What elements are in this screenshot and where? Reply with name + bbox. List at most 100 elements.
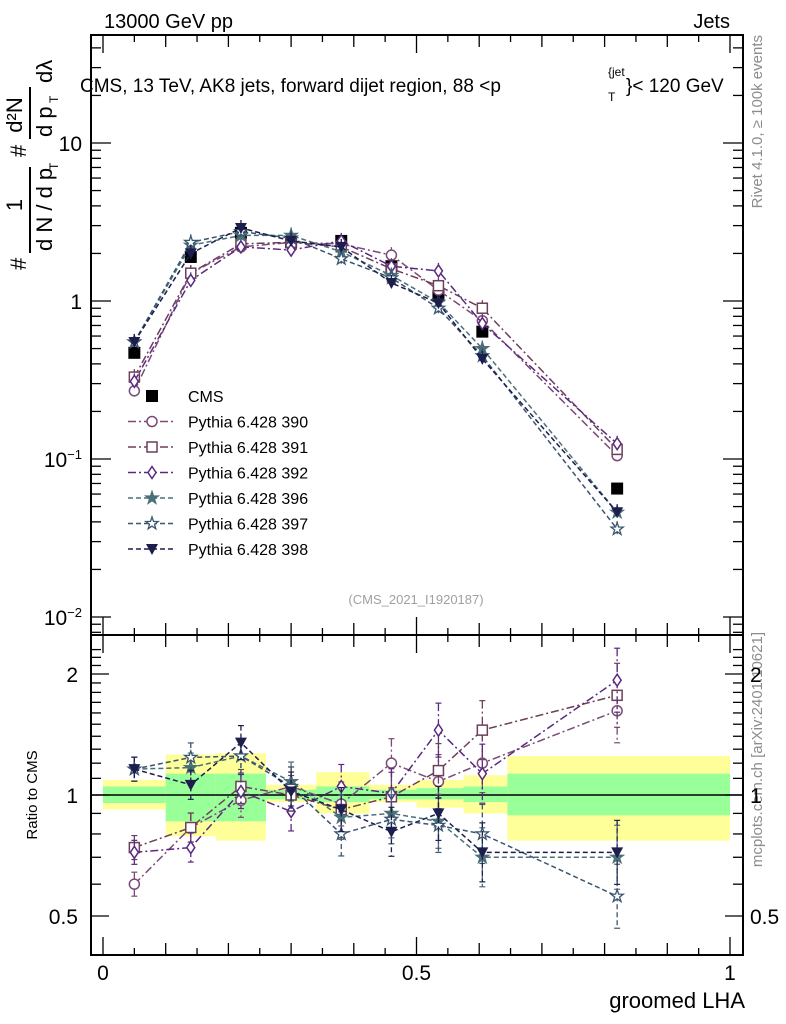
ylabel-frac1-num: 1 [2,199,27,211]
data-point [128,346,141,359]
legend-item: Pythia 6.428 398 [128,542,308,559]
data-point [285,786,298,798]
data-point [432,808,445,820]
y-tick-label: 10 [59,133,82,156]
data-point [611,482,624,495]
ylabel-frac2-den: d p [32,106,57,137]
ratio-y-tick-label-left: 2 [66,664,78,687]
legend-marker [146,390,158,402]
mcplots-label: mcplots.cern.ch [arXiv:2401.10621] [749,632,766,867]
data-point [477,316,488,331]
ratio-series-pythia-6-428-398 [128,725,624,885]
legend-item: Pythia 6.428 390 [128,415,308,432]
data-point [236,784,246,799]
data-point [185,273,196,288]
data-point [185,840,196,855]
y-tick-label: 10−2 [44,605,82,630]
data-point [609,887,626,904]
series-line [133,241,618,457]
data-point [128,878,141,890]
data-point [128,337,141,349]
data-point [234,222,247,234]
data-point [385,757,398,769]
data-point [129,845,140,860]
svg-text:CMS, 13 TeV, AK8 jets, forward: CMS, 13 TeV, AK8 jets, forward dijet reg… [80,76,501,97]
data-point [609,520,626,537]
ylabel-sub2: T [47,95,61,103]
legend-marker [146,415,158,428]
data-point [286,242,297,258]
ylabel-frac2-num: d²N [2,97,27,132]
legend-marker [143,489,161,505]
legend-marker [146,441,158,453]
header-left: 13000 GeV pp [104,11,233,33]
title-sub: T [608,90,616,104]
ylabel-frac1-den: d N / d p [32,168,57,251]
data-point [476,724,489,736]
analysis-tag: (CMS_2021_I1920187) [348,592,483,607]
rivet-label: Rivet 4.1.0, ≥ 100k events [749,35,766,208]
legend-item: Pythia 6.428 392 [128,465,308,483]
legend-marker [143,514,161,531]
data-point [184,248,197,260]
plot-title: CMS, 13 TeV, AK8 jets, forward dijet reg… [80,65,724,104]
data-point [185,821,197,834]
title-tail: }< 120 GeV [626,76,724,97]
legend-label: Pythia 6.428 392 [188,466,308,483]
ratio-ylabel: Ratio to CMS [24,750,41,839]
legend-marker [146,544,158,555]
data-point [476,847,489,859]
legend-item: CMS [146,389,224,406]
data-point [611,847,624,859]
data-point [432,764,445,777]
x-tick-label: 0.5 [402,962,431,985]
data-point [433,263,444,279]
legend-label: CMS [188,389,224,406]
main-series [126,219,626,538]
data-point [236,239,246,255]
x-tick-label: 0 [97,962,109,985]
series-line [133,230,618,530]
data-point [333,250,350,266]
data-point [128,764,141,776]
data-point [433,722,444,738]
ratio-series-pythia-6-428-392 [129,647,623,865]
ratio-series [126,647,626,929]
data-point [611,507,624,519]
ratio-y-tick-label-left: 1 [66,785,78,808]
legend-label: Pythia 6.428 397 [188,517,308,534]
data-point [335,241,348,253]
data-point [432,279,445,292]
ratio-y-tick-label-right: 2 [750,664,762,687]
data-point [476,302,489,314]
ylabel-hash2: # [6,144,31,157]
series-line [134,741,618,854]
y-tick-label: 1 [70,291,82,314]
legend-item: Pythia 6.428 391 [128,440,308,457]
xlabel: groomed LHA [609,988,745,1013]
legend-marker [147,465,157,480]
data-point [182,748,199,765]
data-point [432,298,445,310]
title-sup: {jet [608,65,625,79]
data-point [385,826,398,838]
legend-label: Pythia 6.428 390 [188,415,308,432]
legend-label: Pythia 6.428 396 [188,491,308,508]
series-pythia-6-428-398 [128,219,624,521]
ratio-y-tick-label-right: 1 [750,785,762,808]
data-point [333,825,350,841]
ratio-axes: 2 2 1 1 0.5 0.5 0 0.5 1 [49,634,779,985]
y-tick-label: 10−1 [44,447,82,472]
main-ylabel: # 1 d N / d p T # d²N d p T dλ [2,60,61,270]
series-line [133,227,618,513]
data-point [129,374,140,389]
data-point [612,672,623,688]
data-point [476,353,489,365]
x-tick-label: 1 [724,962,736,985]
data-point [184,779,197,791]
ylabel-tail: dλ [32,60,57,83]
data-point [285,235,298,247]
data-point [385,277,398,289]
ylabel-sub1: T [47,162,61,170]
